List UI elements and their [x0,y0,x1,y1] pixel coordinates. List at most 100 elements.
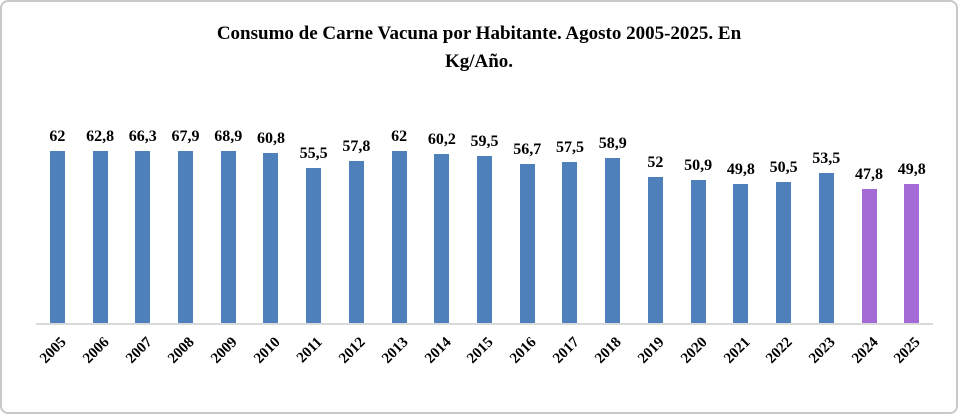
chart-title-line2: Kg/Año. [444,50,514,72]
x-tick-cell-2017: 2017 [549,325,592,407]
x-tick-cell-2023: 2023 [805,325,848,407]
value-label-2008: 67,9 [171,128,200,145]
x-tick-label-2019: 2019 [635,334,668,367]
bar-2016 [519,164,535,323]
x-tick-label-2022: 2022 [763,334,796,367]
x-tick-label-2012: 2012 [336,334,369,367]
bar-2020 [690,180,706,323]
value-label-2024: 47,8 [855,166,884,183]
bar-column-2023: 53,5 [805,129,848,323]
x-tick-label-2006: 2006 [79,334,113,367]
x-tick-cell-2025: 2025 [890,325,933,407]
bar-column-2024: 47,8 [848,129,891,323]
x-axis-labels: 2005 2006 2007 2008 2009 2010 2011 2012 2013 2014… [36,325,933,407]
value-label-2021: 49,8 [726,161,755,178]
x-tick-cell-2006: 2006 [79,325,122,407]
x-tick-label-2014: 2014 [421,334,455,367]
x-tick-cell-2015: 2015 [463,325,506,407]
bar-2013 [391,151,407,323]
x-tick-label-2016: 2016 [507,334,540,367]
value-label-2019: 52 [647,154,664,171]
x-tick-cell-2007: 2007 [121,325,164,407]
x-tick-cell-2013: 2013 [378,325,421,407]
bar-column-2010: 60,8 [250,129,293,323]
x-tick-label-2017: 2017 [549,334,583,367]
bar-column-2017: 57,5 [549,129,592,323]
bar-2007 [135,151,151,323]
x-tick-label-2011: 2011 [294,334,326,367]
bar-2009 [220,151,236,323]
bar-2015 [477,156,493,323]
x-tick-cell-2005: 2005 [36,325,79,407]
value-label-2005: 62 [49,128,66,145]
x-tick-cell-2011: 2011 [292,325,335,407]
x-tick-label-2018: 2018 [592,334,626,367]
bar-2012 [348,161,364,323]
chart-title-line1: Consumo de Carne Vacuna por Habitante. A… [216,23,742,44]
bar-2006 [92,151,108,323]
bar-column-2021: 49,8 [720,129,763,323]
value-label-2014: 60,2 [427,131,456,148]
value-label-2022: 50,5 [769,159,798,176]
x-tick-label-2005: 2005 [37,334,70,367]
bars-container: 62 62,8 66,3 67,9 68,9 60,8 55,5 57,8 62 60,2 59,5… [36,129,933,325]
bar-column-2008: 67,9 [164,129,207,323]
bar-column-2005: 62 [36,129,79,323]
value-label-2011: 55,5 [299,145,328,162]
x-tick-label-2008: 2008 [165,334,198,367]
bar-2019 [647,177,663,323]
bar-column-2020: 50,9 [677,129,720,323]
value-label-2025: 49,8 [897,161,926,178]
x-tick-label-2023: 2023 [806,334,839,367]
bar-2017 [562,162,578,323]
x-tick-label-2020: 2020 [677,334,711,367]
bar-column-2015: 59,5 [463,129,506,323]
x-tick-cell-2014: 2014 [420,325,463,407]
x-tick-cell-2008: 2008 [164,325,207,407]
x-tick-label-2013: 2013 [378,334,412,367]
value-label-2007: 66,3 [128,128,157,145]
x-tick-label-2021: 2021 [720,334,754,367]
x-tick-cell-2016: 2016 [506,325,549,407]
x-tick-label-2009: 2009 [208,334,241,367]
x-tick-cell-2024: 2024 [848,325,891,407]
chart-title: Consumo de Carne Vacuna por Habitante. A… [114,20,844,75]
value-label-2006: 62,8 [86,128,115,145]
value-label-2023: 53,5 [812,150,841,167]
bar-column-2025: 49,8 [890,129,933,323]
value-label-2009: 68,9 [214,128,243,145]
value-label-2010: 60,8 [256,130,285,147]
value-label-2012: 57,8 [342,138,371,155]
bar-column-2016: 56,7 [506,129,549,323]
x-tick-label-2007: 2007 [122,334,156,367]
bar-column-2009: 68,9 [207,129,250,323]
x-tick-cell-2019: 2019 [634,325,677,407]
bar-2023 [818,173,834,323]
bar-column-2014: 60,2 [420,129,463,323]
bar-2021 [733,184,749,323]
x-tick-cell-2020: 2020 [677,325,720,407]
x-tick-cell-2021: 2021 [720,325,763,407]
x-tick-cell-2022: 2022 [762,325,805,407]
value-label-2017: 57,5 [555,139,584,156]
bar-2010 [263,153,279,323]
bar-column-2012: 57,8 [335,129,378,323]
bar-2005 [49,151,65,323]
bar-column-2019: 52 [634,129,677,323]
x-tick-label-2024: 2024 [848,334,882,367]
x-tick-label-2010: 2010 [250,334,284,367]
bar-2008 [178,151,194,323]
x-tick-label-2015: 2015 [464,334,497,367]
x-tick-cell-2018: 2018 [591,325,634,407]
bar-2024 [861,189,877,323]
bar-column-2022: 50,5 [762,129,805,323]
bar-column-2011: 55,5 [292,129,335,323]
value-label-2013: 62 [391,128,408,145]
x-tick-label-2025: 2025 [891,334,925,367]
bar-2022 [776,182,792,323]
bar-2011 [306,168,322,323]
value-label-2018: 58,9 [598,135,627,152]
bar-column-2013: 62 [378,129,421,323]
x-tick-cell-2009: 2009 [207,325,250,407]
